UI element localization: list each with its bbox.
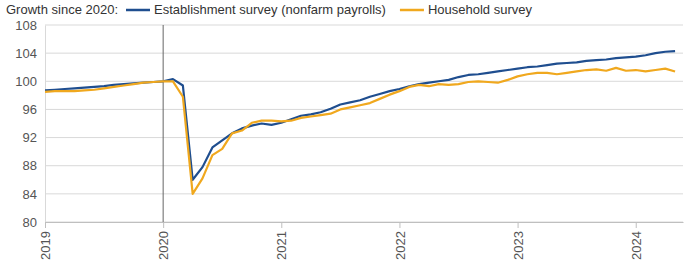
x-tick-label: 2020 [156,231,171,260]
legend-swatch [400,9,424,12]
x-tick: 2020 [156,222,171,260]
x-tick: 2022 [392,222,407,260]
x-tick: 2024 [629,222,644,260]
chart: 8084889296100104108201920202021202220232… [0,0,700,272]
x-tick-label: 2021 [274,231,289,260]
y-tick-label: 80 [23,215,37,230]
y-tick-label: 96 [23,102,37,117]
grid-line [45,193,683,194]
x-tick: 2019 [38,222,53,260]
y-tick: 84 [23,187,45,202]
x-tick-label: 2019 [38,231,53,260]
x-tick: 2023 [511,222,526,260]
x-tick-mark [163,222,164,228]
grid-line [45,222,683,223]
y-tick-label: 108 [15,18,37,33]
legend: Establishment survey (nonfarm payrolls) H… [126,2,532,17]
y-tick: 104 [15,46,45,61]
header: Growth since 2020: Establishment survey (… [6,2,532,17]
x-tick-label: 2022 [392,231,407,260]
x-tick-mark [281,222,282,228]
grid-line [45,53,683,54]
x-tick-label: 2023 [511,231,526,260]
y-tick-label: 92 [23,130,37,145]
title: Growth since 2020: [6,2,118,17]
grid-line [45,137,683,138]
x-tick-mark [45,222,46,228]
grid [45,25,683,222]
y-tick: 88 [23,158,45,173]
x-axis: 2019 2020 2021 2022 2023 2024 [38,222,683,260]
x-tick-mark [518,222,519,228]
legend-label: Household survey [428,2,533,17]
x-tick-mark [399,222,400,228]
y-tick-label: 100 [15,74,37,89]
y-axis-line [45,26,46,223]
y-tick: 108 [15,18,45,33]
grid-line [45,25,683,26]
series-line [45,68,675,194]
y-tick: 100 [15,74,45,89]
grid-line [45,81,683,82]
x-axis-line [46,222,684,223]
y-tick-label: 104 [15,46,37,61]
legend-item: Establishment survey (nonfarm payrolls) [126,2,386,17]
plot-area [45,25,675,222]
x-tick-label: 2024 [629,231,644,260]
x-tick-mark [636,222,637,228]
legend-item: Household survey [400,2,533,17]
y-tick: 96 [23,102,45,117]
y-tick: 92 [23,130,45,145]
grid-line [45,165,683,166]
grid-line [45,109,683,110]
y-tick-label: 88 [23,158,37,173]
reference-line [163,25,164,222]
y-tick-label: 84 [23,187,37,202]
x-tick: 2021 [274,222,289,260]
legend-label: Establishment survey (nonfarm payrolls) [154,2,386,17]
y-axis: 80 84 88 92 96 100 104 108 [15,18,45,230]
y-tick: 80 [23,215,45,230]
legend-swatch [126,9,150,12]
